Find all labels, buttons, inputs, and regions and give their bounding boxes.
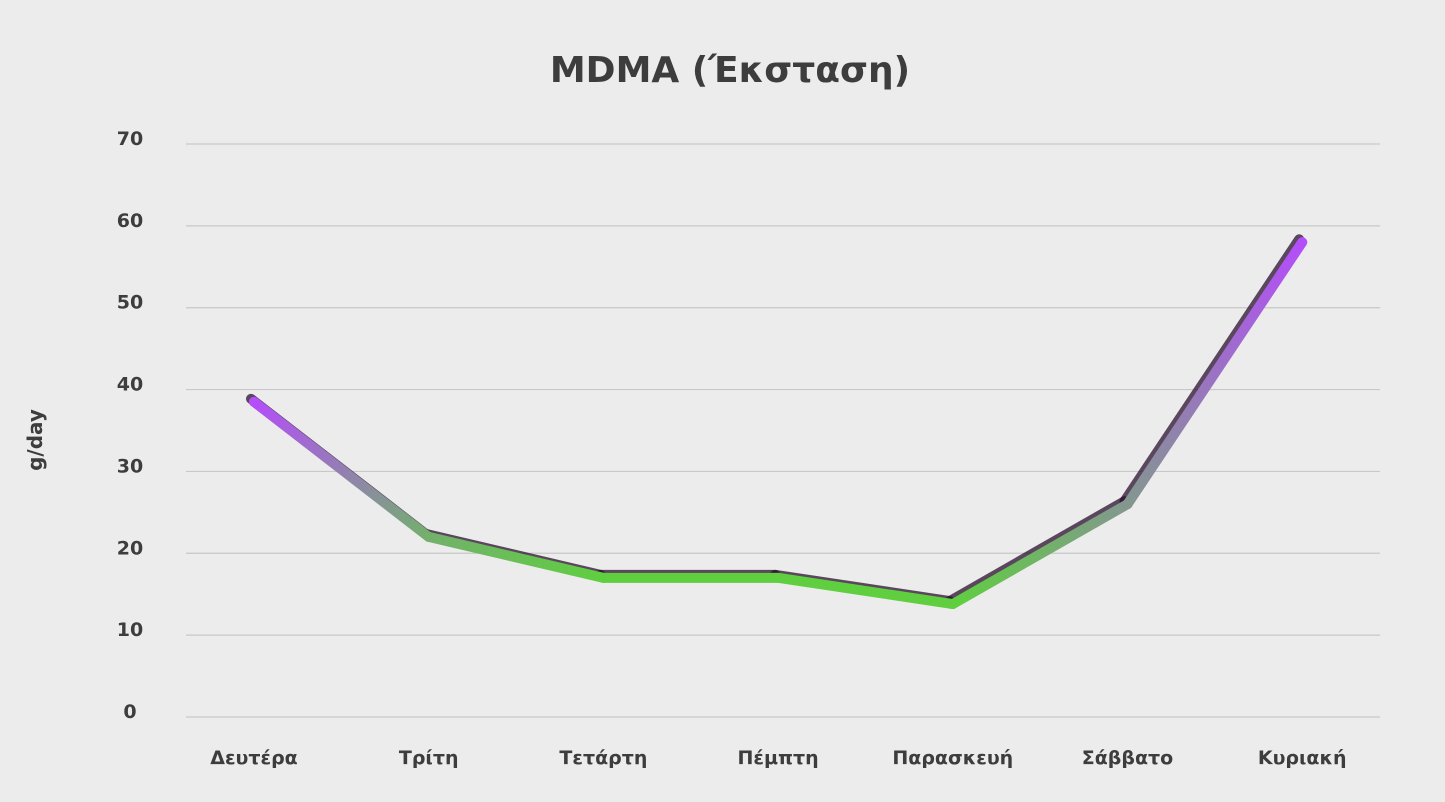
y-axis-title: g/day (23, 409, 47, 471)
data-point (423, 531, 434, 542)
data-point (249, 396, 259, 407)
y-tick-label: 50 (117, 292, 143, 314)
data-point (598, 572, 609, 583)
x-tick-label: Τρίτη (399, 747, 459, 769)
data-point (1122, 499, 1133, 510)
y-tick-label: 70 (117, 128, 143, 150)
y-tick-label: 10 (117, 619, 143, 641)
x-tick-labels: Δευτέρα Τρίτη Τετάρτη Πέμπτη Παρασκευή Σάββατ… (210, 747, 1346, 769)
line-series (246, 234, 1308, 610)
chart-title: MDMA (Έκσταση) (550, 50, 910, 91)
y-tick-labels: 0 10 20 30 40 50 60 70 (117, 128, 143, 723)
x-tick-label: Σάββατο (1082, 747, 1173, 769)
y-tick-label: 40 (117, 374, 143, 396)
line-segment (1122, 237, 1308, 510)
x-tick-label: Πέμπτη (738, 747, 819, 769)
x-tick-label: Δευτέρα (210, 747, 297, 769)
data-point (1297, 237, 1308, 248)
line-segment (947, 499, 1133, 610)
gridlines (186, 143, 1380, 718)
y-tick-label: 20 (117, 537, 143, 559)
x-tick-label: Κυριακή (1258, 747, 1347, 769)
x-tick-label: Παρασκευή (892, 747, 1013, 769)
y-tick-label: 0 (123, 701, 136, 723)
line-segment (423, 531, 609, 583)
line-segment (249, 396, 434, 542)
y-tick-label: 30 (117, 455, 143, 477)
data-point (947, 599, 958, 610)
line-segment (773, 572, 958, 610)
data-point (773, 572, 784, 583)
x-tick-label: Τετάρτη (559, 747, 647, 769)
y-tick-label: 60 (117, 210, 143, 232)
